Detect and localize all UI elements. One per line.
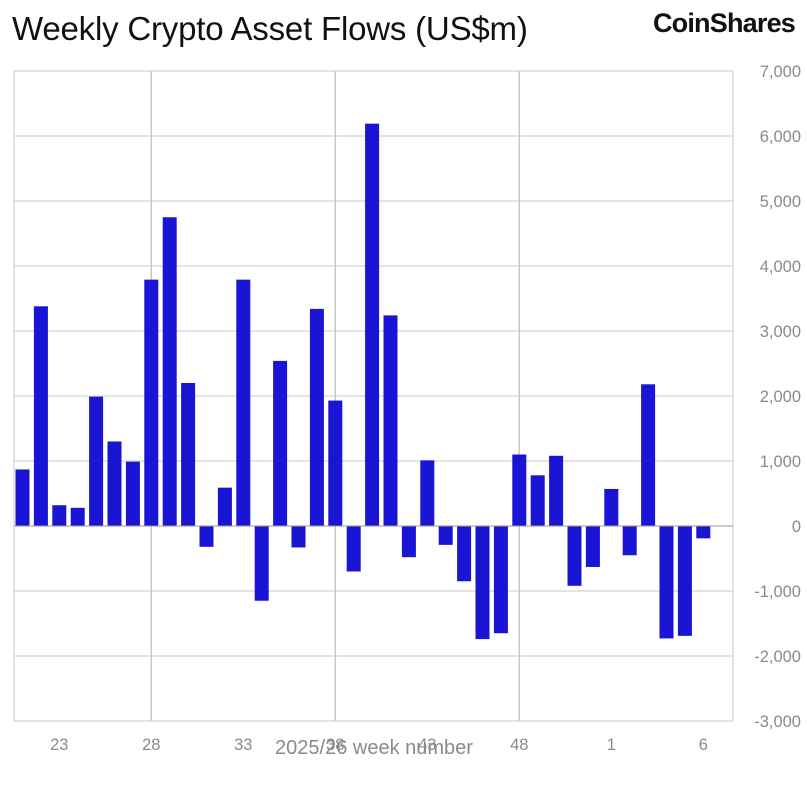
- coinshares-logo: CoinShares: [652, 8, 796, 38]
- bar-week-48: [512, 454, 527, 526]
- bar-week-40: [365, 123, 380, 527]
- bar-week-32: [217, 487, 232, 526]
- x-tick-label: 38: [326, 736, 344, 754]
- bar-week-31: [199, 526, 214, 547]
- bar-week-36: [291, 526, 306, 548]
- bar-week-4: [659, 526, 674, 639]
- bar-week-39: [346, 526, 361, 572]
- bar-week-23: [52, 505, 67, 526]
- bars: [14, 123, 733, 640]
- x-tick-label: 28: [142, 736, 160, 754]
- x-tick-label: 6: [699, 736, 708, 754]
- bar-week-43: [420, 460, 435, 526]
- y-tick-label: 1,000: [760, 453, 801, 471]
- bar-week-28: [144, 279, 159, 526]
- bar-week-5: [677, 526, 692, 636]
- x-tick-label: 23: [50, 736, 68, 754]
- y-tick-label: -1,000: [754, 583, 801, 601]
- bar-week-1: [604, 488, 619, 526]
- bar-week-50: [549, 455, 564, 526]
- x-tick-label: 43: [418, 736, 436, 754]
- y-tick-label: 5,000: [760, 193, 801, 211]
- y-tick-label: -2,000: [754, 648, 801, 666]
- bar-week-3: [641, 384, 656, 526]
- bar-week-34: [254, 526, 269, 601]
- bar-week-38: [328, 400, 343, 526]
- bar-week-45: [457, 526, 472, 582]
- bar-week-49: [530, 475, 545, 526]
- bar-week-25: [89, 396, 104, 526]
- x-axis-label: 2025/26 week number: [275, 737, 473, 759]
- bar-week-47: [493, 526, 508, 634]
- bar-week-44: [438, 526, 453, 545]
- bar-week-29: [162, 217, 177, 526]
- y-axis-ticks: 7,000 6,000 5,000 4,000 3,000 2,000 1,000 0 -1,0…: [754, 63, 801, 731]
- bar-week-30: [181, 383, 196, 526]
- y-tick-label: 3,000: [760, 323, 801, 341]
- bar-week-51: [567, 526, 582, 586]
- bar-week-33: [236, 279, 251, 526]
- x-tick-label: 1: [607, 736, 616, 754]
- bar-week-26: [107, 441, 122, 526]
- chart-title: Weekly Crypto Asset Flows (US$m): [12, 10, 528, 47]
- bar-week-21: [15, 469, 30, 526]
- bar-week-41: [383, 315, 398, 526]
- bar-week-37: [309, 308, 324, 526]
- x-tick-label: 48: [510, 736, 528, 754]
- y-tick-label: -3,000: [754, 713, 801, 731]
- y-tick-label: 6,000: [760, 128, 801, 146]
- x-tick-label: 33: [234, 736, 252, 754]
- bar-week-42: [401, 526, 416, 558]
- bar-week-35: [273, 360, 288, 526]
- x-axis-ticks: 23 28 33 38 43 48 1 6: [50, 736, 708, 754]
- bar-week-22: [33, 306, 48, 526]
- bar-week-24: [70, 507, 85, 526]
- bar-week-6: [696, 526, 711, 539]
- y-tick-label: 7,000: [760, 63, 801, 81]
- y-tick-label: 4,000: [760, 258, 801, 276]
- y-tick-label: 2,000: [760, 388, 801, 406]
- bar-week-27: [125, 461, 140, 526]
- bar-week-46: [475, 526, 490, 640]
- y-tick-label: 0: [792, 518, 801, 536]
- bar-week-2: [622, 526, 637, 556]
- bar-week-52: [585, 526, 600, 567]
